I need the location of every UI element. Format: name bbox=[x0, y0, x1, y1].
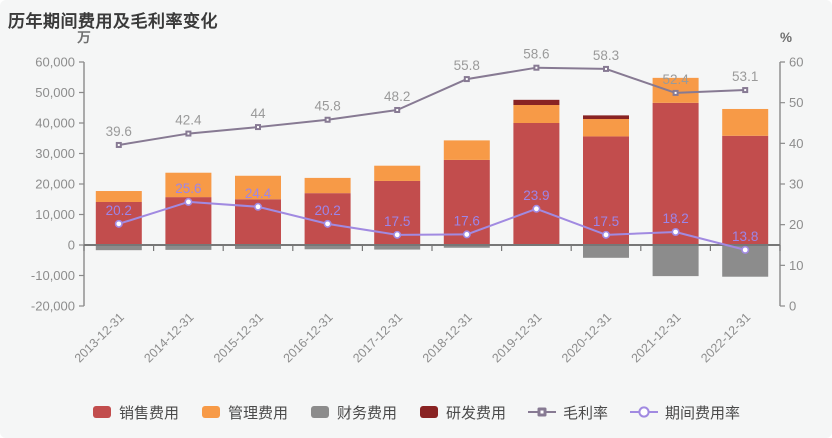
svg-text:20: 20 bbox=[789, 217, 803, 232]
svg-text:17.6: 17.6 bbox=[454, 213, 480, 228]
svg-text:0: 0 bbox=[68, 238, 75, 253]
rd-expense-swatch-icon bbox=[419, 405, 439, 419]
svg-text:10,000: 10,000 bbox=[35, 207, 75, 222]
legend-label: 财务费用 bbox=[336, 404, 397, 422]
svg-text:25.6: 25.6 bbox=[175, 181, 201, 196]
legend-item-admin-expense[interactable]: 管理费用 bbox=[201, 402, 288, 423]
svg-text:2022-12-31: 2022-12-31 bbox=[698, 310, 753, 365]
expense-and-gross-margin-combo-chart: 60,000 50,000 40,000 30,000 20,000 10,000 0 -10… bbox=[31, 30, 804, 365]
admin-expense-swatch-icon bbox=[201, 405, 221, 419]
period-expense-ratio-line-circle-icon bbox=[630, 405, 659, 419]
svg-text:45.8: 45.8 bbox=[314, 99, 340, 114]
svg-text:2021-12-31: 2021-12-31 bbox=[629, 310, 684, 365]
svg-text:60: 60 bbox=[789, 55, 803, 70]
svg-text:50: 50 bbox=[789, 95, 803, 110]
legend-item-rd-expense[interactable]: 研发费用 bbox=[419, 402, 506, 423]
svg-text:%: % bbox=[780, 30, 792, 45]
svg-text:53.1: 53.1 bbox=[732, 69, 758, 84]
svg-text:24.4: 24.4 bbox=[245, 186, 272, 201]
svg-text:39.6: 39.6 bbox=[106, 124, 132, 139]
svg-text:18.2: 18.2 bbox=[662, 211, 688, 226]
legend-item-gross-margin[interactable]: 毛利率 bbox=[528, 402, 608, 423]
svg-text:2013-12-31: 2013-12-31 bbox=[72, 310, 127, 365]
legend-item-sales-expense[interactable]: 销售费用 bbox=[92, 402, 179, 423]
legend-label: 管理费用 bbox=[227, 404, 288, 422]
svg-text:-20,000: -20,000 bbox=[31, 299, 75, 314]
svg-text:17.5: 17.5 bbox=[384, 214, 410, 229]
svg-text:17.5: 17.5 bbox=[593, 214, 619, 229]
legend-label: 毛利率 bbox=[563, 404, 609, 422]
legend-item-finance-expense[interactable]: 财务费用 bbox=[310, 402, 397, 423]
svg-text:58.6: 58.6 bbox=[523, 47, 549, 62]
svg-text:55.8: 55.8 bbox=[454, 58, 480, 73]
svg-text:20.2: 20.2 bbox=[106, 203, 132, 218]
legend-item-period-expense-ratio[interactable]: 期间费用率 bbox=[630, 402, 740, 423]
svg-text:13.8: 13.8 bbox=[732, 229, 758, 244]
legend-label: 期间费用率 bbox=[665, 404, 741, 422]
svg-text:40: 40 bbox=[789, 136, 803, 151]
svg-text:60,000: 60,000 bbox=[35, 55, 75, 70]
svg-text:2014-12-31: 2014-12-31 bbox=[141, 310, 196, 365]
svg-text:2019-12-31: 2019-12-31 bbox=[489, 310, 544, 365]
svg-text:10: 10 bbox=[789, 258, 803, 273]
svg-text:-10,000: -10,000 bbox=[31, 268, 75, 283]
svg-text:52.4: 52.4 bbox=[662, 72, 689, 87]
svg-text:42.4: 42.4 bbox=[175, 113, 202, 128]
svg-text:20.2: 20.2 bbox=[314, 203, 340, 218]
svg-text:20,000: 20,000 bbox=[35, 177, 75, 192]
svg-text:58.3: 58.3 bbox=[593, 48, 619, 63]
chart-legend: 销售费用 管理费用 财务费用 研发费用 毛利率 期间费用率 bbox=[0, 397, 832, 427]
svg-text:2018-12-31: 2018-12-31 bbox=[420, 310, 475, 365]
svg-text:23.9: 23.9 bbox=[523, 188, 549, 203]
legend-label: 销售费用 bbox=[118, 404, 179, 422]
legend-label: 研发费用 bbox=[446, 404, 507, 422]
svg-text:50,000: 50,000 bbox=[35, 85, 75, 100]
chart-title: 历年期间费用及毛利率变化 bbox=[8, 12, 218, 31]
gross-margin-line-square-icon bbox=[528, 405, 557, 419]
svg-text:2016-12-31: 2016-12-31 bbox=[281, 310, 336, 365]
svg-text:0: 0 bbox=[789, 299, 796, 314]
svg-text:2020-12-31: 2020-12-31 bbox=[559, 310, 614, 365]
svg-text:2015-12-31: 2015-12-31 bbox=[211, 310, 266, 365]
svg-text:40,000: 40,000 bbox=[35, 116, 75, 131]
svg-text:万: 万 bbox=[76, 30, 91, 45]
svg-text:30,000: 30,000 bbox=[35, 146, 75, 161]
svg-text:48.2: 48.2 bbox=[384, 89, 410, 104]
svg-text:2017-12-31: 2017-12-31 bbox=[350, 310, 405, 365]
sales-expense-swatch-icon bbox=[92, 405, 112, 419]
svg-text:30: 30 bbox=[789, 177, 803, 192]
finance-expense-swatch-icon bbox=[310, 405, 330, 419]
svg-text:44: 44 bbox=[250, 106, 266, 121]
